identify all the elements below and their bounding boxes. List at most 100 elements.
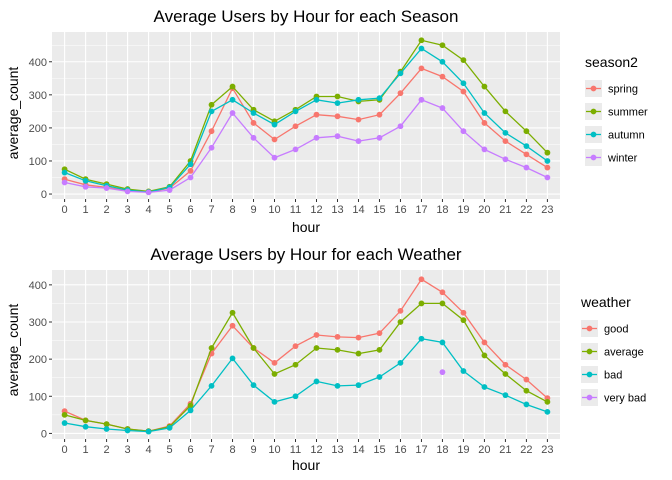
x-tick-label: 19: [457, 444, 469, 456]
data-point: [334, 100, 341, 106]
legend: good average bad very bad: [581, 320, 646, 406]
data-point: [439, 289, 446, 296]
data-point: [229, 96, 236, 103]
y-tick-label: 100: [29, 391, 47, 403]
data-point: [292, 393, 299, 400]
weather-chart: Average Users by Hour for each Weather a…: [5, 245, 646, 473]
data-point: [271, 359, 278, 366]
data-point: [271, 371, 278, 377]
data-point: [376, 111, 383, 118]
data-point: [523, 376, 530, 383]
x-tick-label: 2: [104, 204, 110, 216]
data-point: [502, 371, 509, 377]
data-point: [187, 402, 194, 409]
x-tick-label: 5: [166, 444, 172, 456]
legend-key-point: [586, 371, 593, 378]
data-point: [355, 350, 362, 357]
data-point: [313, 96, 320, 103]
data-point: [292, 108, 299, 115]
legend: spring summer autumn winter: [585, 80, 648, 166]
data-point: [355, 116, 362, 123]
data-point: [334, 133, 341, 140]
legend-label: very bad: [604, 393, 646, 405]
data-point: [376, 134, 383, 141]
x-tick-label: 1: [83, 204, 89, 216]
data-point: [397, 70, 404, 77]
y-tick-label: 300: [29, 90, 47, 102]
data-point: [439, 105, 446, 111]
x-tick-label: 4: [145, 444, 151, 456]
data-point: [418, 300, 425, 307]
data-point: [523, 128, 530, 135]
x-tick-label: 12: [310, 204, 322, 216]
x-tick-label: 10: [268, 204, 280, 216]
legend-item: summer: [585, 103, 648, 120]
x-tick-label: 2: [104, 444, 110, 456]
x-tick-label: 17: [415, 204, 427, 216]
data-point: [460, 368, 467, 374]
data-point: [439, 300, 446, 307]
data-point: [376, 346, 383, 353]
x-tick-label: 13: [331, 444, 343, 456]
x-tick-label: 22: [520, 204, 532, 216]
data-point: [292, 146, 299, 153]
data-point: [523, 401, 530, 408]
x-tick-label: 21: [499, 444, 511, 456]
x-tick-label: 4: [145, 204, 151, 216]
data-point: [166, 424, 173, 431]
data-point: [397, 90, 404, 97]
series-line: [64, 337, 548, 433]
x-tick-label: 7: [208, 444, 214, 456]
data-point: [187, 407, 194, 414]
data-point: [460, 57, 467, 64]
x-tick-label: 18: [436, 444, 448, 456]
legend-key-point: [586, 325, 593, 332]
data-point: [271, 154, 278, 161]
legend-item: winter: [585, 149, 638, 166]
data-point: [502, 392, 509, 399]
data-point: [271, 398, 278, 405]
data-point: [166, 187, 173, 193]
data-point: [61, 179, 68, 186]
data-point: [292, 343, 299, 350]
data-point: [103, 426, 110, 432]
series-line: [64, 39, 548, 193]
x-tick-label: 8: [229, 444, 235, 456]
data-point: [460, 317, 467, 324]
data-point: [544, 158, 551, 164]
data-point: [313, 378, 320, 385]
data-point: [229, 355, 236, 362]
data-point: [397, 359, 404, 366]
data-point: [481, 120, 488, 126]
data-point: [523, 387, 530, 394]
x-tick-label: 3: [125, 444, 131, 456]
legend-label: average: [604, 347, 644, 359]
data-point: [376, 95, 383, 102]
plot-area: [52, 270, 560, 439]
data-point: [334, 382, 341, 389]
data-point: [208, 108, 215, 115]
data-point: [439, 339, 446, 346]
data-point: [418, 45, 425, 52]
data-point: [460, 128, 467, 135]
data-point: [418, 96, 425, 103]
data-point: [187, 174, 194, 181]
data-point: [82, 177, 89, 184]
data-point: [481, 339, 488, 346]
legend-item: bad: [581, 366, 622, 383]
x-tick-label: 17: [415, 444, 427, 456]
data-point: [334, 113, 341, 120]
data-point: [544, 164, 551, 171]
x-axis-label: hour: [292, 457, 320, 473]
data-point: [502, 129, 509, 136]
data-point: [355, 334, 362, 341]
data-point: [502, 138, 509, 145]
data-point: [124, 188, 131, 195]
data-point: [544, 149, 551, 156]
data-point: [187, 161, 194, 168]
data-point: [61, 169, 68, 176]
x-tick-label: 15: [373, 204, 385, 216]
x-tick-label: 8: [229, 204, 235, 216]
y-tick-label: 400: [29, 280, 47, 292]
